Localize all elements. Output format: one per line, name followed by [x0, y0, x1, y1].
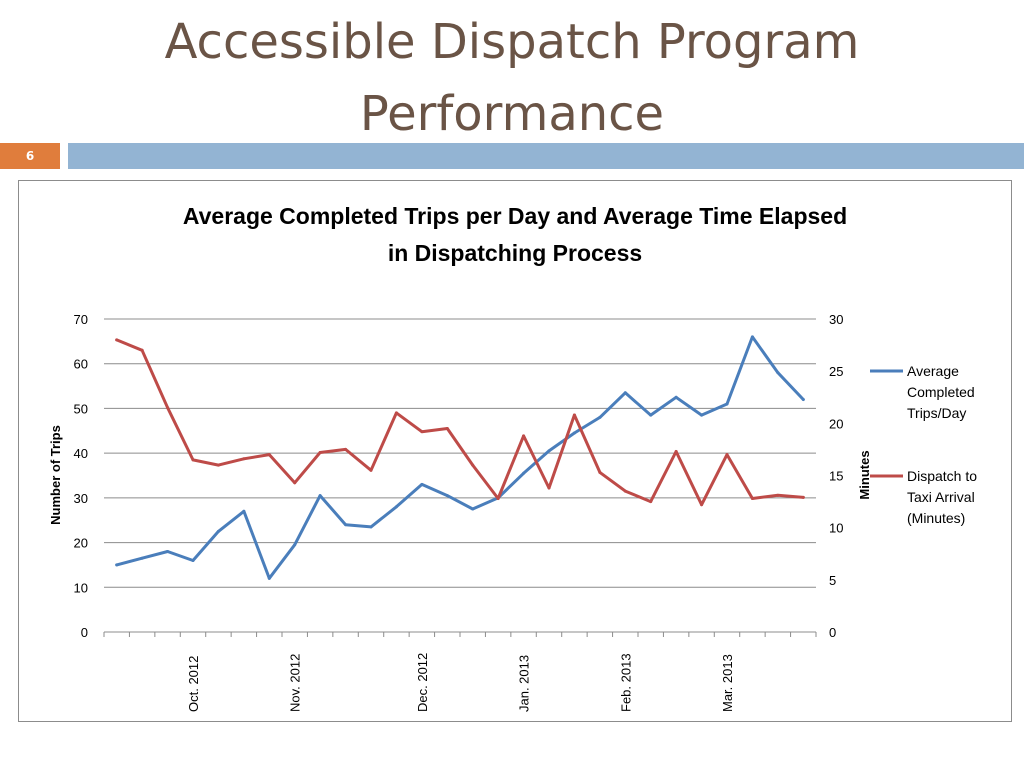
chart-title-line-1: Average Completed Trips per Day and Aver… — [183, 203, 847, 229]
data-point — [394, 411, 398, 415]
x-tick-label: Oct. 2012 — [186, 656, 201, 712]
y-tick-label: 0 — [81, 625, 88, 640]
y2-axis-label: Minutes — [857, 450, 872, 499]
data-point — [140, 556, 144, 560]
slide-number: 6 — [0, 143, 60, 169]
data-point — [115, 563, 119, 567]
data-point — [420, 482, 424, 486]
data-point — [293, 481, 297, 485]
data-point — [216, 463, 220, 467]
data-point — [394, 505, 398, 509]
series-line-1 — [115, 335, 805, 580]
data-point — [420, 430, 424, 434]
data-point — [166, 550, 170, 554]
data-point — [674, 450, 678, 454]
x-tick-label: Dec. 2012 — [415, 653, 430, 712]
y-tick-label: 30 — [74, 491, 88, 506]
data-point — [242, 509, 246, 513]
data-point — [547, 486, 551, 490]
data-point — [318, 451, 322, 455]
data-point — [750, 335, 754, 339]
data-point — [522, 434, 526, 438]
data-point — [598, 470, 602, 474]
data-point — [674, 395, 678, 399]
data-point — [445, 427, 449, 431]
slide-title: Accessible Dispatch Program Performance — [0, 6, 1024, 150]
y2-tick-label: 5 — [829, 573, 836, 588]
chart-title-line-2: in Dispatching Process — [388, 240, 642, 266]
data-point — [191, 458, 195, 462]
series-layer — [115, 335, 805, 580]
data-point — [700, 413, 704, 417]
data-point — [598, 415, 602, 419]
data-point — [344, 447, 348, 451]
y-tick-label: 70 — [74, 312, 88, 327]
legend-label-2: Dispatch to — [907, 468, 977, 484]
y2-tick-label: 30 — [829, 312, 843, 327]
data-point — [267, 576, 271, 580]
legend-label-2: (Minutes) — [907, 510, 965, 526]
legend-label-1: Completed — [907, 384, 975, 400]
x-tick-label: Mar. 2013 — [720, 654, 735, 712]
data-point — [725, 453, 729, 457]
data-point — [242, 457, 246, 461]
data-point — [522, 471, 526, 475]
data-point — [369, 525, 373, 529]
data-point — [166, 406, 170, 410]
slide-title-line-1: Accessible Dispatch Program — [164, 14, 860, 70]
legend-label-2: Taxi Arrival — [907, 489, 975, 505]
slide-title-line-2: Performance — [359, 86, 665, 142]
y-tick-label: 40 — [74, 446, 88, 461]
data-point — [547, 449, 551, 453]
data-point — [700, 503, 704, 507]
data-point — [649, 500, 653, 504]
legend: Average Completed Trips/Day Dispatch to Taxi… — [870, 363, 977, 526]
data-point — [344, 523, 348, 527]
data-point — [191, 558, 195, 562]
x-tick-label: Nov. 2012 — [288, 654, 303, 712]
data-point — [216, 529, 220, 533]
data-point — [572, 431, 576, 435]
gridlines — [104, 318, 816, 588]
data-point — [318, 494, 322, 498]
data-point — [801, 397, 805, 401]
x-tick-label: Jan. 2013 — [517, 655, 532, 712]
data-point — [801, 495, 805, 499]
data-point — [725, 402, 729, 406]
data-point — [496, 496, 500, 500]
header-accent-bar — [68, 143, 1024, 169]
data-point — [776, 493, 780, 497]
y-tick-label: 10 — [74, 580, 88, 595]
legend-label-1: Average — [907, 363, 959, 379]
y2-tick-label: 0 — [829, 625, 836, 640]
data-point — [471, 463, 475, 467]
data-point — [369, 468, 373, 472]
data-point — [649, 413, 653, 417]
y2-tick-label: 20 — [829, 416, 843, 431]
data-point — [471, 507, 475, 511]
x-tick-label: Feb. 2013 — [618, 653, 633, 712]
data-point — [445, 494, 449, 498]
axes: 0 10 20 30 40 50 60 70 0 5 10 15 20 25 30 Oct. 2012 Nov.… — [74, 312, 844, 712]
y-tick-label: 60 — [74, 357, 88, 372]
data-point — [293, 543, 297, 547]
y-tick-label: 20 — [74, 536, 88, 551]
data-point — [750, 496, 754, 500]
y-axis-label: Number of Trips — [48, 425, 63, 525]
data-point — [623, 391, 627, 395]
data-point — [115, 338, 119, 342]
data-point — [572, 413, 576, 417]
y-tick-label: 50 — [74, 401, 88, 416]
y2-tick-label: 10 — [829, 521, 843, 536]
y2-tick-label: 25 — [829, 364, 843, 379]
data-point — [776, 371, 780, 375]
series-line-2 — [115, 338, 805, 507]
legend-label-1: Trips/Day — [907, 405, 966, 421]
data-point — [623, 489, 627, 493]
data-point — [267, 453, 271, 457]
data-point — [140, 348, 144, 352]
y2-tick-label: 15 — [829, 469, 843, 484]
